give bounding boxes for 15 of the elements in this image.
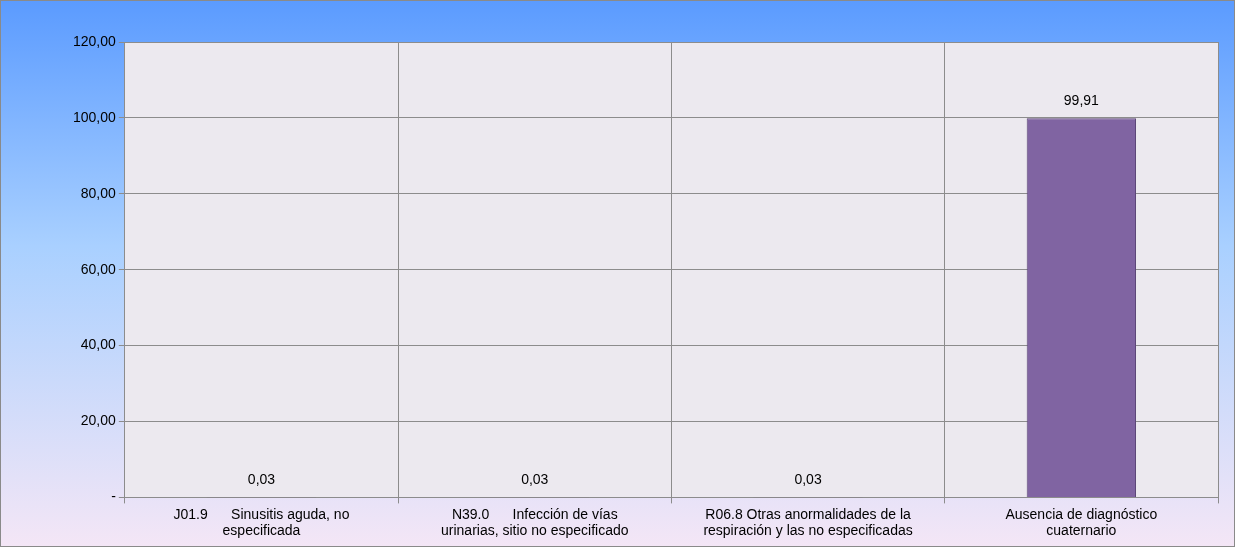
- y-tick-label: 120,00: [72, 32, 117, 49]
- y-tick-label: 80,00: [80, 184, 117, 201]
- x-tick-label: Ausencia de diagnóstico cuaternario: [1005, 505, 1158, 539]
- y-tick-label: 60,00: [80, 260, 117, 277]
- data-label: 0,03: [247, 471, 276, 488]
- data-label: 0,03: [794, 471, 822, 488]
- x-tick-label: N39.0 Infección de vías urinarias, sitio no especificado: [440, 505, 629, 539]
- y-tick-label: -: [111, 488, 117, 505]
- data-label: 99,91: [1063, 92, 1100, 109]
- x-tick-label: R06.8 Otras anormalidades de la respiración y las no especificadas: [703, 505, 913, 539]
- y-tick-label: 20,00: [80, 412, 117, 429]
- x-tick-label: J01.9 Sinusitis aguda, no especificada: [173, 505, 350, 539]
- y-tick-label: 100,00: [72, 108, 117, 125]
- y-tick-label: 40,00: [80, 336, 117, 353]
- data-label: 0,03: [521, 471, 549, 488]
